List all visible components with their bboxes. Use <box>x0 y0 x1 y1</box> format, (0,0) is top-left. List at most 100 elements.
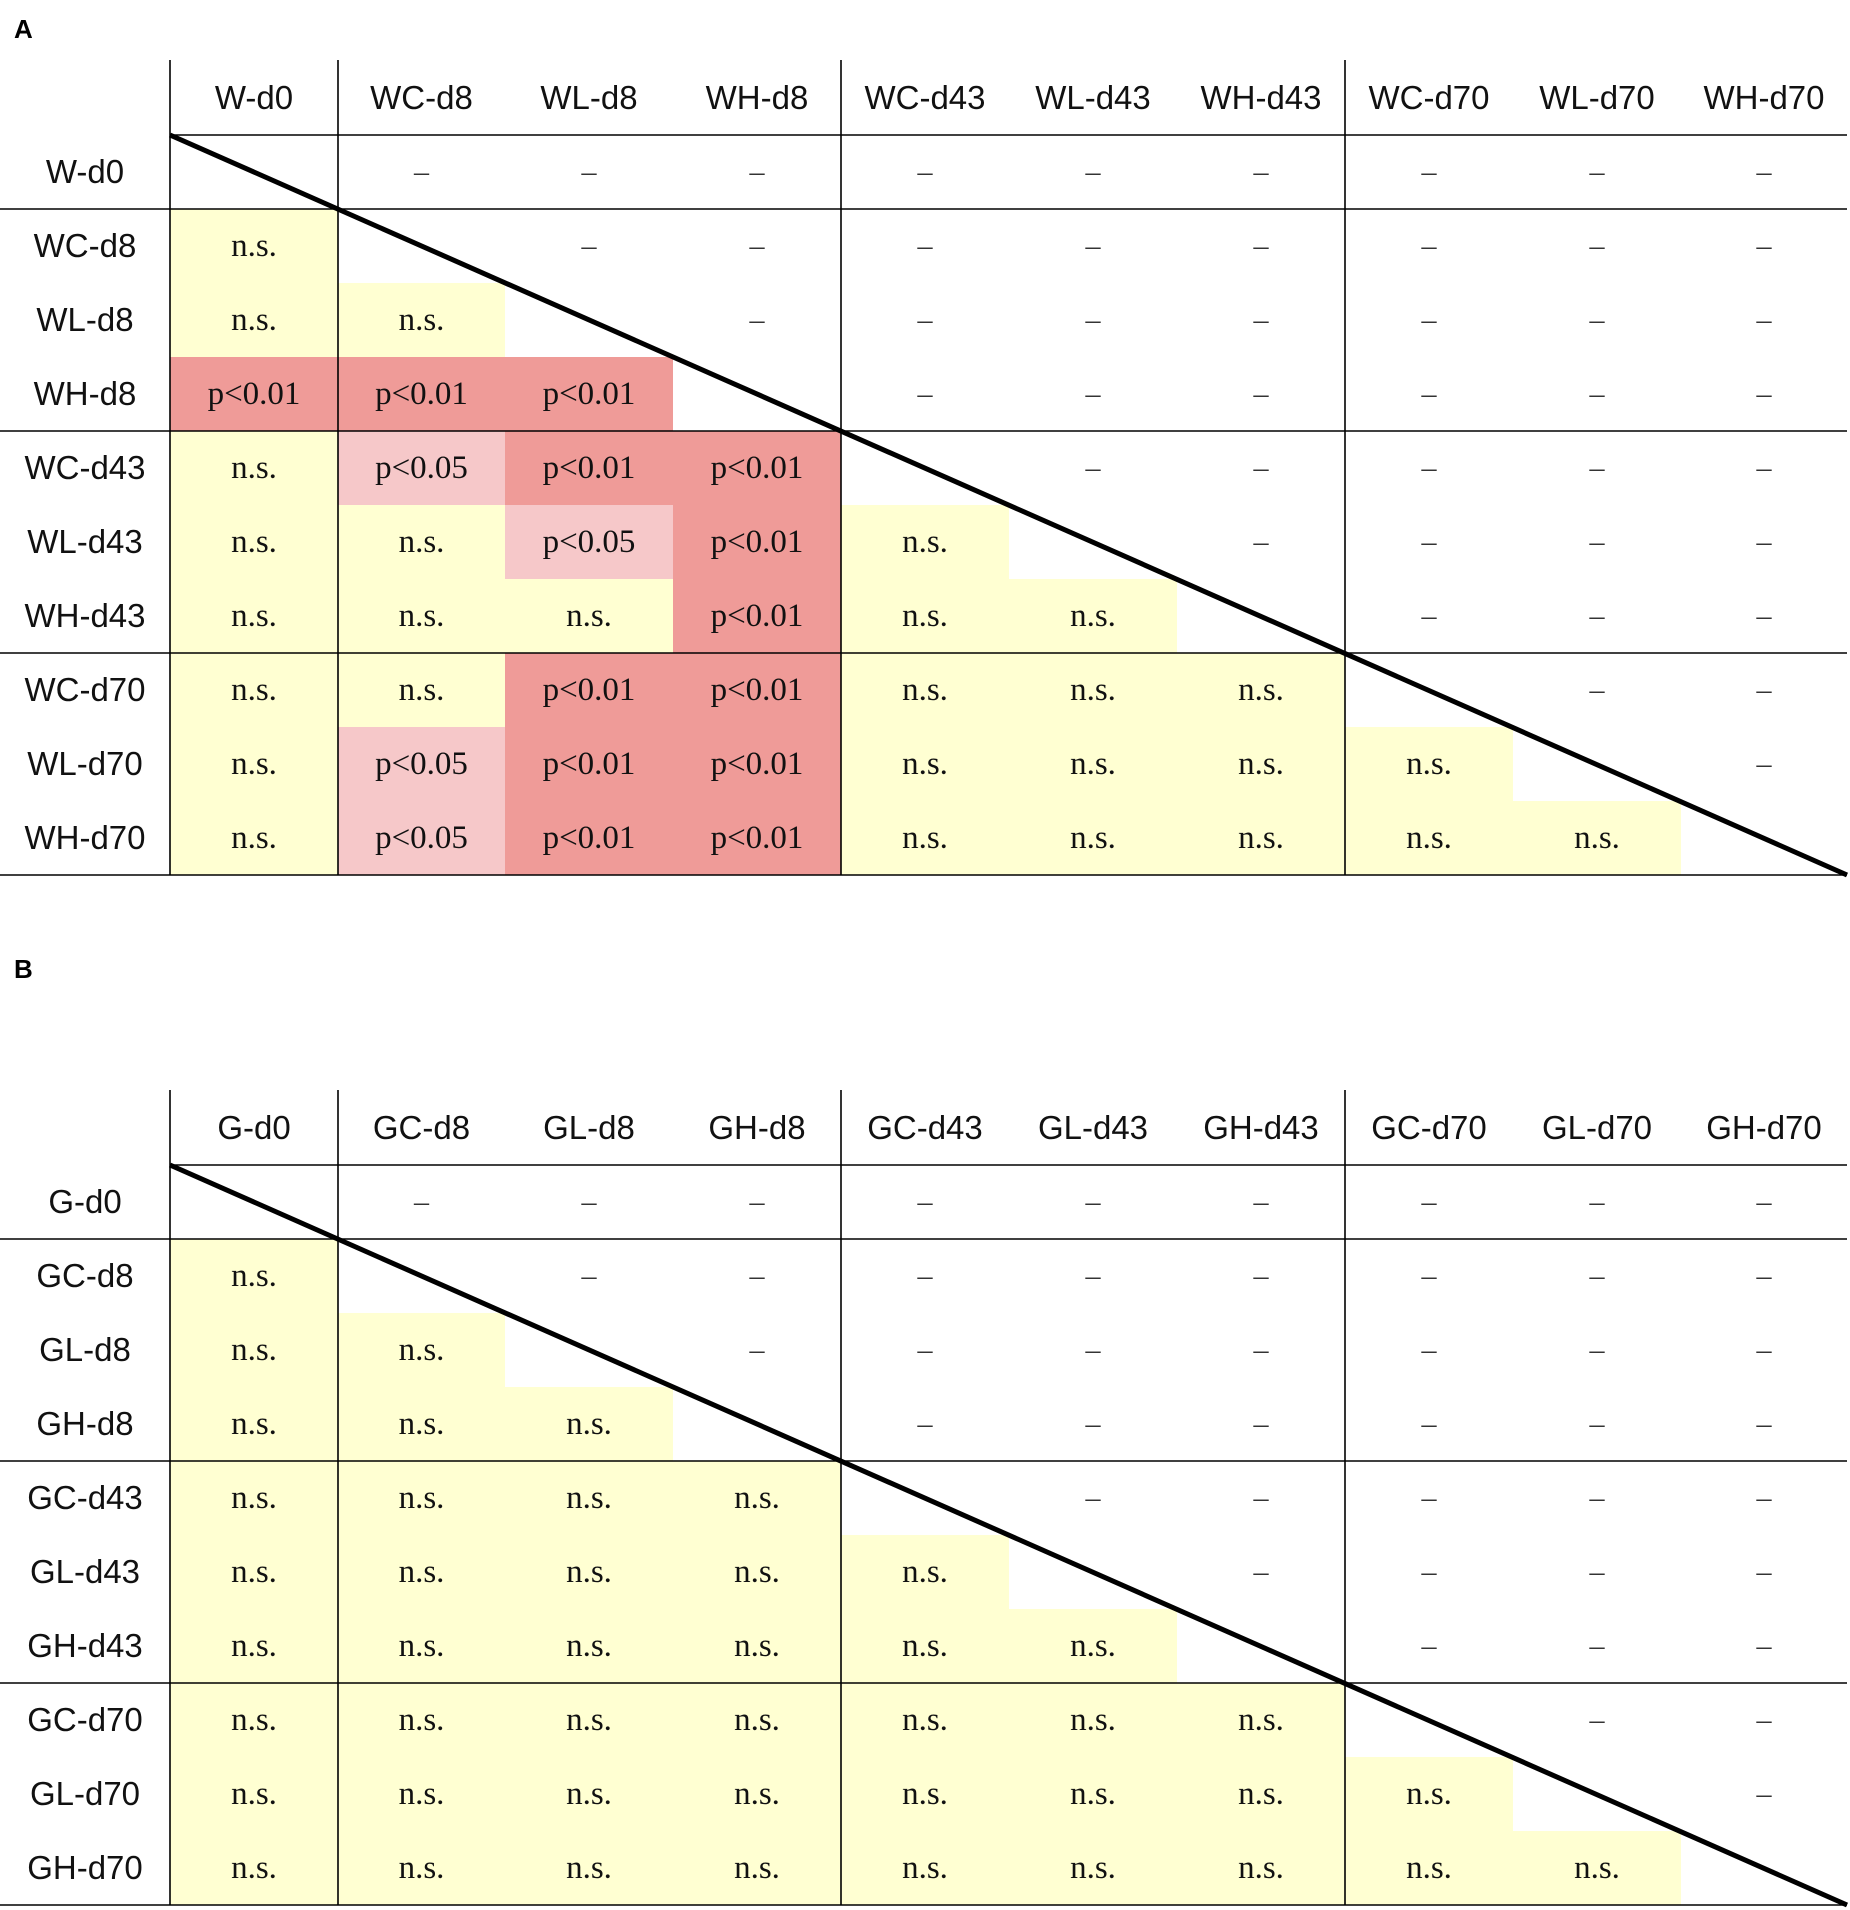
cell-dash: – <box>1756 229 1772 262</box>
row-header: WH-d8 <box>33 375 137 412</box>
cell-fill <box>505 801 673 875</box>
cell-dash: – <box>1756 1703 1772 1736</box>
cell-dash: – <box>1756 599 1772 632</box>
cell-dash: – <box>1253 1259 1269 1292</box>
cell-dash: – <box>1421 1259 1437 1292</box>
cell-dash: – <box>1589 451 1605 484</box>
cell-value: n.s. <box>1238 1775 1284 1812</box>
cell-dash: – <box>1756 377 1772 410</box>
cell-value: p<0.01 <box>542 671 636 708</box>
cell-fill <box>170 357 338 431</box>
cell-dash: – <box>581 155 597 188</box>
cell-value: n.s. <box>1238 1701 1284 1738</box>
cell-dash: – <box>1589 525 1605 558</box>
cell-dash: – <box>917 229 933 262</box>
column-header: WL-d43 <box>1035 78 1151 116</box>
cell-fill <box>673 505 841 579</box>
cell-fill <box>338 1683 505 1757</box>
cell-fill <box>170 1535 338 1609</box>
cell-value: p<0.01 <box>710 745 804 782</box>
cell-value: n.s. <box>902 745 948 782</box>
cell-fill <box>338 1757 505 1831</box>
cell-value: n.s. <box>734 1775 780 1812</box>
cell-dash: – <box>917 1407 933 1440</box>
cell-fill <box>1009 579 1177 653</box>
cell-fill <box>673 1757 841 1831</box>
cell-value: n.s. <box>1574 819 1620 856</box>
cell-fill <box>841 1683 1009 1757</box>
cell-fill <box>338 727 505 801</box>
column-header: GH-d70 <box>1706 1108 1822 1146</box>
cell-fill <box>170 1313 338 1387</box>
cell-fill <box>505 1683 673 1757</box>
cell-fill <box>1177 727 1345 801</box>
cell-fill <box>170 209 338 283</box>
cell-value: n.s. <box>231 1479 277 1516</box>
row-header: W-d0 <box>45 153 125 190</box>
cell-dash: – <box>1253 155 1269 188</box>
cell-fill <box>1009 727 1177 801</box>
panel-label: A <box>14 14 33 44</box>
cell-fill <box>170 1757 338 1831</box>
cell-fill <box>1345 1757 1513 1831</box>
cell-fill <box>841 727 1009 801</box>
cell-dash: – <box>1756 1259 1772 1292</box>
cell-dash: – <box>581 229 597 262</box>
cell-dash: – <box>1421 599 1437 632</box>
cell-fill <box>505 1535 673 1609</box>
cell-fill <box>673 1683 841 1757</box>
cell-value: n.s. <box>231 1331 277 1368</box>
cell-dash: – <box>1589 1407 1605 1440</box>
cell-value: n.s. <box>398 1627 445 1664</box>
column-header: GC-d8 <box>372 1108 471 1146</box>
row-header: GL-d70 <box>29 1775 141 1812</box>
row-header: GH-d8 <box>36 1405 134 1442</box>
cell-dash: – <box>749 1185 765 1218</box>
cell-value: n.s. <box>1574 1849 1620 1886</box>
cell-dash: – <box>1085 303 1101 336</box>
cell-dash: – <box>1253 1481 1269 1514</box>
cell-dash: – <box>1756 1629 1772 1662</box>
cell-dash: – <box>1253 1555 1269 1588</box>
cell-fill <box>338 653 505 727</box>
cell-dash: – <box>1756 303 1772 336</box>
cell-value: n.s. <box>902 1775 948 1812</box>
cell-fill <box>170 579 338 653</box>
cell-dash: – <box>1085 1407 1101 1440</box>
cell-fill <box>505 505 673 579</box>
cell-fill <box>1345 727 1513 801</box>
cell-dash: – <box>1253 377 1269 410</box>
cell-dash: – <box>1756 1185 1772 1218</box>
cell-dash: – <box>1421 155 1437 188</box>
cell-value: n.s. <box>231 1775 277 1812</box>
cell-value: n.s. <box>1238 745 1284 782</box>
cell-value: n.s. <box>398 1479 445 1516</box>
cell-value: n.s. <box>1070 745 1116 782</box>
cell-fill <box>841 1609 1009 1683</box>
cell-fill <box>673 1461 841 1535</box>
cell-value: n.s. <box>231 301 277 338</box>
cell-fill <box>170 801 338 875</box>
cell-fill <box>1009 1683 1177 1757</box>
cell-fill <box>673 431 841 505</box>
cell-value: n.s. <box>231 597 277 634</box>
cell-value: n.s. <box>1406 819 1452 856</box>
cell-dash: – <box>1756 1481 1772 1514</box>
column-header: GC-d70 <box>1371 1108 1487 1146</box>
cell-fill <box>1177 653 1345 727</box>
cell-fill <box>673 1831 841 1905</box>
row-header: WL-d8 <box>36 301 134 338</box>
cell-fill <box>1177 1683 1345 1757</box>
cell-value: n.s. <box>566 1627 612 1664</box>
cell-value: n.s. <box>566 1849 612 1886</box>
cell-fill <box>338 1831 505 1905</box>
cell-dash: – <box>1421 377 1437 410</box>
cell-dash: – <box>1421 1185 1437 1218</box>
cell-value: n.s. <box>398 1553 445 1590</box>
cell-dash: – <box>1756 1777 1772 1810</box>
cell-value: n.s. <box>231 1627 277 1664</box>
cell-fill <box>673 727 841 801</box>
column-header: WH-d43 <box>1200 78 1322 116</box>
column-header: GL-d8 <box>543 1108 635 1146</box>
column-header: GC-d43 <box>867 1108 983 1146</box>
